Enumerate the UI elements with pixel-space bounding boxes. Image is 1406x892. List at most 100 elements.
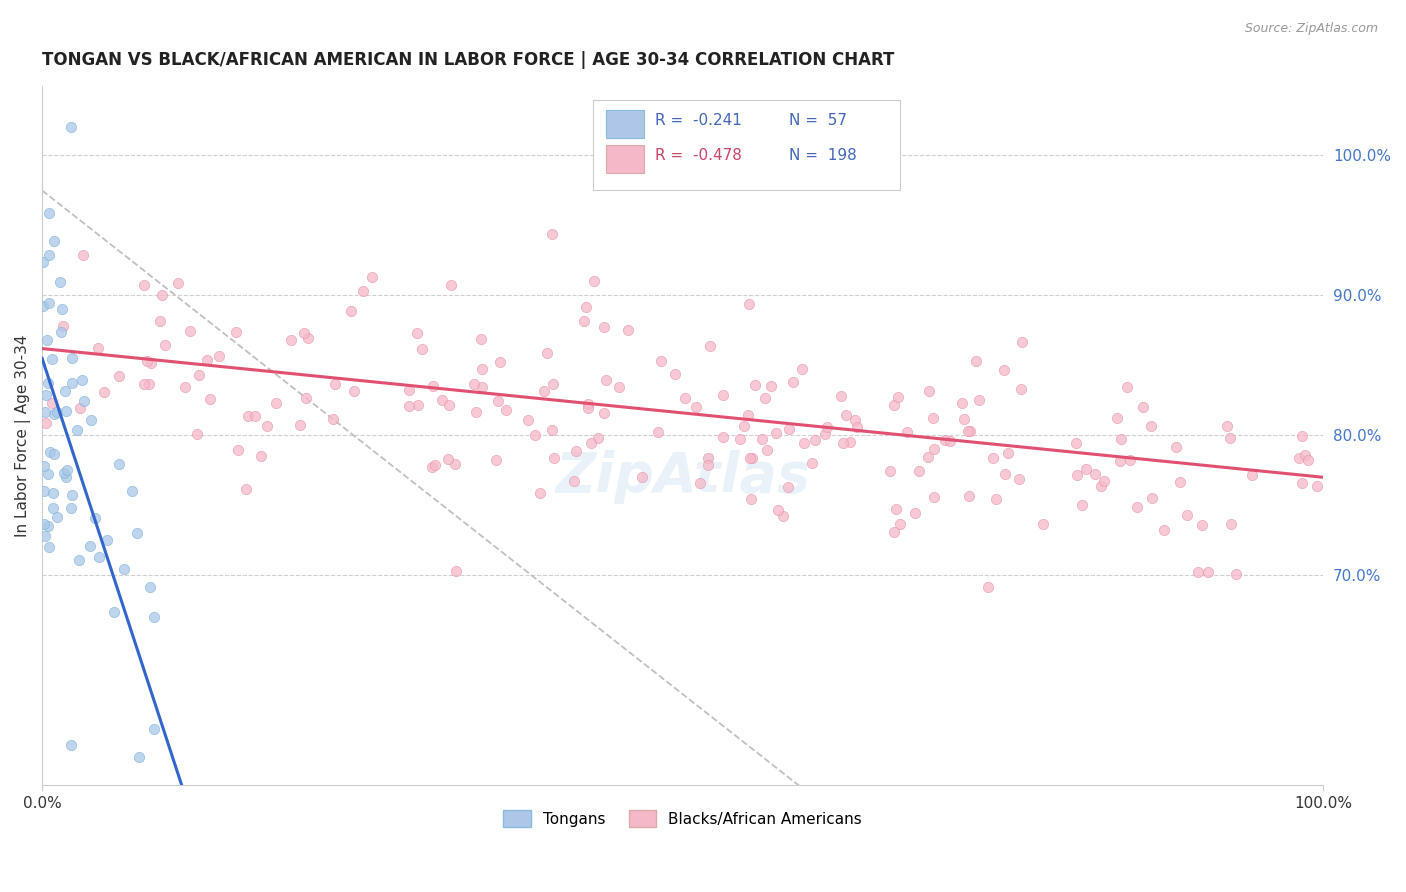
Point: [844, 413, 866, 427]
Point: [339, 304, 361, 318]
Point: [55, 470, 77, 484]
Point: [32, 483, 55, 498]
Point: [759, 379, 782, 393]
Text: R =  -0.241: R = -0.241: [655, 113, 741, 128]
Point: [1111, 432, 1133, 446]
Point: [922, 442, 945, 456]
Point: [32, 255, 55, 269]
Point: [1064, 436, 1087, 450]
Point: [1153, 524, 1175, 538]
Point: [66, 423, 89, 437]
Point: [831, 389, 853, 403]
Point: [994, 467, 1017, 481]
Point: [1288, 450, 1310, 465]
Point: [1071, 498, 1094, 512]
Point: [711, 430, 734, 444]
Point: [1084, 467, 1107, 482]
Point: [957, 489, 980, 503]
Point: [139, 580, 162, 594]
Point: [738, 450, 761, 465]
Point: [45, 404, 67, 418]
Point: [37, 467, 59, 481]
Point: [408, 399, 430, 413]
Text: ZipAtlas: ZipAtlas: [555, 450, 810, 504]
Point: [55, 403, 77, 417]
Point: [1187, 566, 1209, 580]
Point: [486, 394, 509, 409]
Point: [793, 436, 815, 450]
Point: [934, 433, 956, 447]
Point: [1240, 468, 1263, 483]
Point: [38, 248, 60, 262]
Point: [887, 390, 910, 404]
Point: [235, 483, 257, 497]
Point: [42, 485, 65, 500]
Point: [1140, 418, 1163, 433]
Point: [471, 362, 494, 376]
Point: [924, 490, 946, 504]
Point: [153, 337, 176, 351]
Point: [112, 562, 135, 576]
Point: [34, 405, 56, 419]
Point: [1119, 452, 1142, 467]
Point: [471, 380, 494, 394]
Point: [52, 319, 75, 334]
Point: [576, 397, 599, 411]
Point: [1092, 474, 1115, 488]
Point: [103, 605, 125, 619]
Point: [411, 342, 433, 356]
Point: [37, 518, 59, 533]
Point: [198, 392, 221, 407]
Point: [264, 396, 287, 410]
Point: [72, 248, 94, 262]
Point: [751, 432, 773, 446]
Point: [38, 540, 60, 554]
Point: [62, 351, 84, 365]
Point: [361, 269, 384, 284]
Point: [593, 319, 616, 334]
Point: [149, 314, 172, 328]
Point: [42, 447, 65, 461]
Point: [1291, 429, 1313, 443]
Point: [187, 368, 209, 382]
Point: [565, 443, 588, 458]
Point: [38, 444, 60, 458]
Point: [69, 401, 91, 415]
Text: R =  -0.478: R = -0.478: [655, 148, 741, 163]
Point: [939, 434, 962, 448]
Point: [34, 417, 56, 431]
Point: [96, 533, 118, 548]
Point: [139, 356, 162, 370]
Point: [562, 474, 585, 488]
Point: [132, 278, 155, 293]
Point: [516, 413, 538, 427]
Point: [186, 427, 208, 442]
Point: [1306, 478, 1329, 492]
Y-axis label: In Labor Force | Age 30-34: In Labor Force | Age 30-34: [15, 334, 31, 537]
Point: [463, 376, 485, 391]
Point: [814, 427, 837, 442]
Point: [981, 450, 1004, 465]
Point: [754, 391, 776, 405]
Point: [79, 539, 101, 553]
Point: [1166, 440, 1188, 454]
Point: [831, 435, 853, 450]
Point: [51, 302, 73, 317]
Point: [572, 313, 595, 327]
Point: [70, 373, 93, 387]
Point: [280, 334, 302, 348]
FancyBboxPatch shape: [593, 100, 900, 191]
Point: [896, 425, 918, 439]
Point: [60, 501, 83, 516]
Point: [755, 443, 778, 458]
Point: [685, 401, 707, 415]
Point: [59, 120, 82, 135]
Point: [73, 393, 96, 408]
Point: [533, 384, 555, 399]
Point: [699, 338, 721, 352]
Point: [524, 428, 547, 442]
Bar: [606, 110, 644, 138]
Point: [495, 403, 517, 417]
Point: [1294, 448, 1316, 462]
Point: [586, 431, 609, 445]
